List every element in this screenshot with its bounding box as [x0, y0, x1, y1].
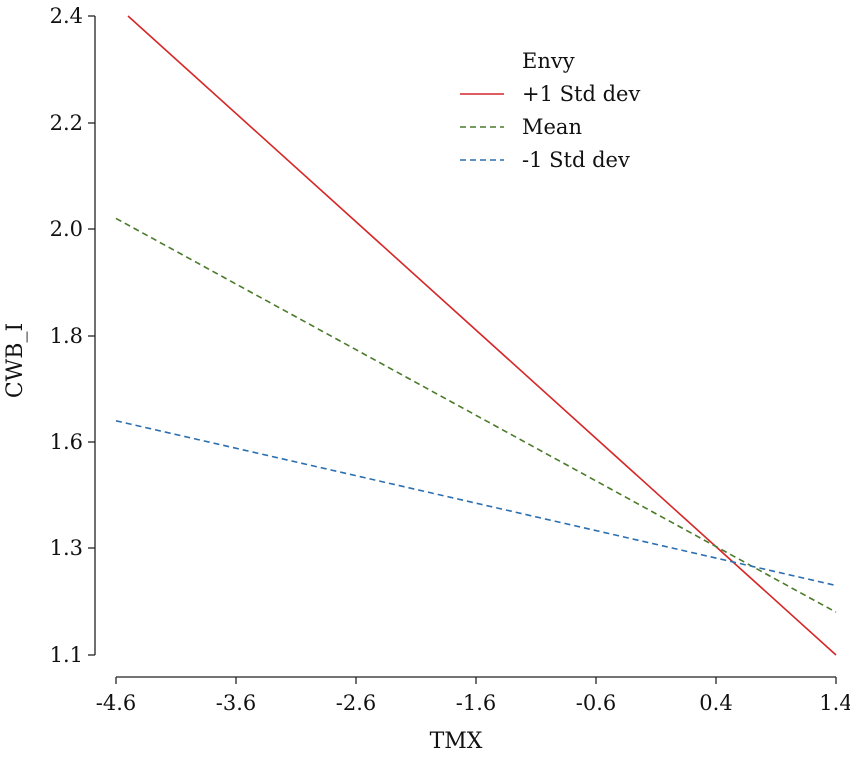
series-line--1-std-dev — [127, 15, 837, 656]
series-layer — [115, 15, 837, 656]
x-tick-label: -4.6 — [96, 691, 137, 715]
legend-item-label: -1 Std dev — [522, 148, 630, 172]
y-tick-label: 2.4 — [50, 4, 83, 28]
x-axis-title: TMX — [430, 729, 483, 752]
legend-item-label: Mean — [522, 115, 582, 139]
series-line--1-std-dev — [115, 420, 837, 587]
x-tick-label: -1.6 — [456, 691, 497, 715]
y-tick-label: 2.2 — [50, 111, 83, 135]
y-tick-label: 1.8 — [50, 324, 83, 348]
legend-item-label: +1 Std dev — [522, 82, 640, 106]
x-tick-label: -0.6 — [576, 691, 617, 715]
legend-title: Envy — [522, 49, 575, 73]
y-tick-label: 2.0 — [50, 217, 83, 241]
y-tick-label: 1.6 — [50, 430, 83, 454]
y-axis-title: CWB_I — [3, 323, 28, 398]
x-tick-label: 1.4 — [819, 691, 850, 715]
y-tick-label: 1.3 — [50, 536, 83, 560]
x-tick-label: -3.6 — [216, 691, 257, 715]
y-tick-label: 1.1 — [50, 643, 83, 667]
x-tick-label: 0.4 — [699, 691, 732, 715]
y-axis: 1.1 1.3 1.6 1.8 2.0 2.2 2.4 — [50, 4, 96, 667]
series-line-mean — [115, 217, 837, 613]
x-axis: -4.6 -3.6 -2.6 -1.6 -0.6 0.4 1.4 — [96, 676, 850, 715]
legend: Envy +1 Std dev Mean -1 Std dev — [460, 49, 640, 172]
x-tick-label: -2.6 — [336, 691, 377, 715]
